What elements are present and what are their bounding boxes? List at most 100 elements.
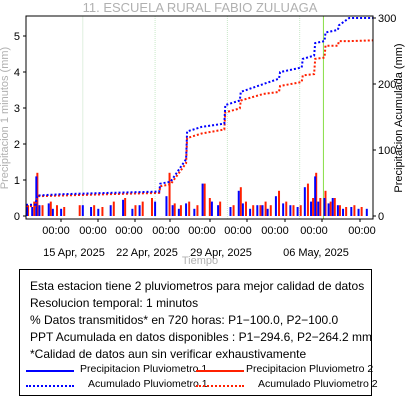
pluvio1-bar-11: [122, 199, 125, 216]
x-date-label-3: 06 May, 2025: [283, 247, 349, 259]
pluvio2-bar-9: [101, 207, 104, 216]
pluvio2-bar-1: [33, 201, 36, 216]
pluvio1-bar-5: [51, 208, 54, 216]
pluvio2-bar-18: [188, 201, 191, 216]
pluvio1-bar-39: [327, 203, 330, 216]
bars-pluviometro-2: [27, 172, 363, 216]
pluvio1-bar-26: [249, 208, 252, 216]
pluvio1-bar-44: [357, 208, 360, 216]
info-line-3: % Datos transmitidos* en 720 horas: P1−1…: [30, 313, 339, 327]
pluvio2-bar-10: [112, 201, 115, 216]
pluvio2-bar-13: [141, 201, 144, 216]
pluvio1-bar-24: [237, 190, 240, 216]
pluvio2-bar-19: [196, 205, 199, 216]
pluvio1-bar-28: [261, 205, 264, 216]
legend-swatch-acum-2: [196, 385, 244, 387]
info-line-5: *Calidad de datos aun sin verificar exha…: [30, 347, 307, 361]
x-time-label-2: 00:00: [115, 225, 143, 237]
plot-frame: [25, 15, 374, 220]
pluvio2-bar-2: [36, 172, 39, 216]
pluvio1-bar-21: [210, 201, 213, 216]
pluvio1-bar-35: [310, 201, 313, 216]
info-box: Esta estacion tiene 2 pluviometros para …: [19, 269, 378, 396]
pluvio1-bar-34: [303, 187, 306, 216]
pluvio2-bar-37: [319, 198, 322, 216]
pluvio2-bar-7: [78, 205, 81, 216]
pluvio1-bar-3: [38, 205, 41, 216]
x-date-label-1: 22 Apr, 2025: [116, 247, 178, 259]
pluvio1-bar-36: [314, 176, 317, 216]
legend-swatch-precip-1: [26, 370, 74, 372]
legend-label-precip-2: Precipitacion Pluviometro 2: [246, 363, 374, 375]
legend-swatch-acum-1: [26, 385, 74, 387]
chart-title: 11. ESCUELA RURAL FABIO ZULUAGA: [83, 0, 318, 15]
pluvio1-bar-9: [97, 208, 100, 216]
legend-label-acum-1: Acumulado Pluviometro 1: [88, 378, 208, 390]
y-axis-right-ticks: 0 100 200 300: [373, 13, 396, 223]
grid-lines: [82, 16, 301, 219]
pluvio2-bar-32: [292, 205, 295, 216]
pluvio2-bar-41: [338, 205, 341, 216]
pluvio2-bar-16: [173, 203, 176, 216]
pluvio2-bar-4: [49, 201, 52, 216]
pluvio2-bar-22: [219, 201, 222, 216]
pluvio2-bar-23: [232, 205, 235, 216]
pluvio2-bar-30: [278, 190, 281, 216]
x-time-label-0: 00:00: [42, 225, 70, 237]
y-axis-left-label: Precipitacion 1 minutos (mm): [0, 47, 11, 189]
pluvio1-bar-40: [331, 198, 334, 216]
pluvio1-bar-27: [256, 205, 259, 216]
pluvio2-bar-33: [299, 205, 302, 216]
pluvio2-bar-6: [63, 207, 66, 216]
pluvio1-bar-15: [165, 196, 168, 216]
pluvio1-bar-6: [60, 208, 63, 216]
pluvio2-bar-39: [329, 201, 332, 216]
pluvio2-bar-11: [124, 198, 127, 216]
pluvio2-bar-40: [333, 198, 336, 216]
x-axis-ticks: 00:00 00:00 00:00 00:00 00:00 00:00 00:00 00:00…: [42, 219, 376, 259]
x-time-label-5: 00:00: [224, 225, 252, 237]
info-line-2: Resolucion temporal: 1 minutos: [30, 296, 199, 310]
pluvio2-bar-31: [285, 201, 288, 216]
pluvio2-bar-29: [269, 205, 272, 216]
rain-chart: 11. ESCUELA RURAL FABIO ZULUAGA 0 1 2 3 4 5 0…: [0, 0, 405, 266]
pluvio1-bar-0: [26, 205, 29, 216]
pluvio2-bar-14: [150, 198, 153, 216]
pluvio1-bar-29: [266, 208, 269, 216]
pluvio1-bar-33: [296, 207, 299, 216]
pluvio1-bar-16: [171, 205, 174, 216]
pluvio1-bar-31: [282, 203, 285, 216]
pluvio1-bar-23: [229, 207, 232, 216]
x-time-label-7: 00:00: [300, 225, 328, 237]
y-left-tick-label-5: 5: [14, 31, 20, 43]
pluvio2-bar-24: [239, 187, 242, 216]
y-right-tick-label-0: 0: [378, 211, 384, 223]
x-time-label-4: 00:00: [188, 225, 216, 237]
y-right-tick-label-1: 100: [378, 145, 396, 157]
pluvio2-bar-26: [252, 205, 255, 216]
pluvio2-bar-27: [259, 205, 262, 216]
pluvio1-bar-4: [47, 203, 50, 216]
pluvio2-bar-28: [264, 201, 267, 216]
x-date-label-2: 29 Apr, 2025: [190, 247, 252, 259]
y-axis-left-ticks: 0 1 2 3 4 5: [14, 31, 26, 223]
cumulative-line-pluvio-1: [26, 17, 373, 206]
pluvio1-bar-43: [350, 207, 353, 216]
pluvio2-bar-38: [324, 190, 327, 216]
x-date-label-0: 15 Apr, 2025: [43, 247, 105, 259]
cumulative-line-pluvio-2: [26, 39, 374, 208]
pluvio1-bar-20: [201, 183, 204, 216]
pluvio2-bar-44: [360, 207, 363, 216]
pluvio1-bar-25: [241, 203, 244, 216]
legend-label-acum-2: Acumulado Pluviometro 2: [258, 378, 378, 390]
pluvio2-bar-0: [27, 205, 30, 216]
y-right-tick-label-3: 300: [378, 13, 396, 25]
cumulative-pluviometro-2: [26, 39, 374, 208]
pluvio2-bar-12: [134, 205, 137, 216]
pluvio1-bar-14: [154, 201, 157, 216]
pluvio1-bar-32: [289, 205, 292, 216]
pluvio1-bar-13: [138, 205, 141, 216]
bars-pluviometro-1: [26, 176, 368, 216]
pluvio2-bar-35: [312, 198, 315, 216]
pluvio1-bar-45: [365, 208, 368, 216]
